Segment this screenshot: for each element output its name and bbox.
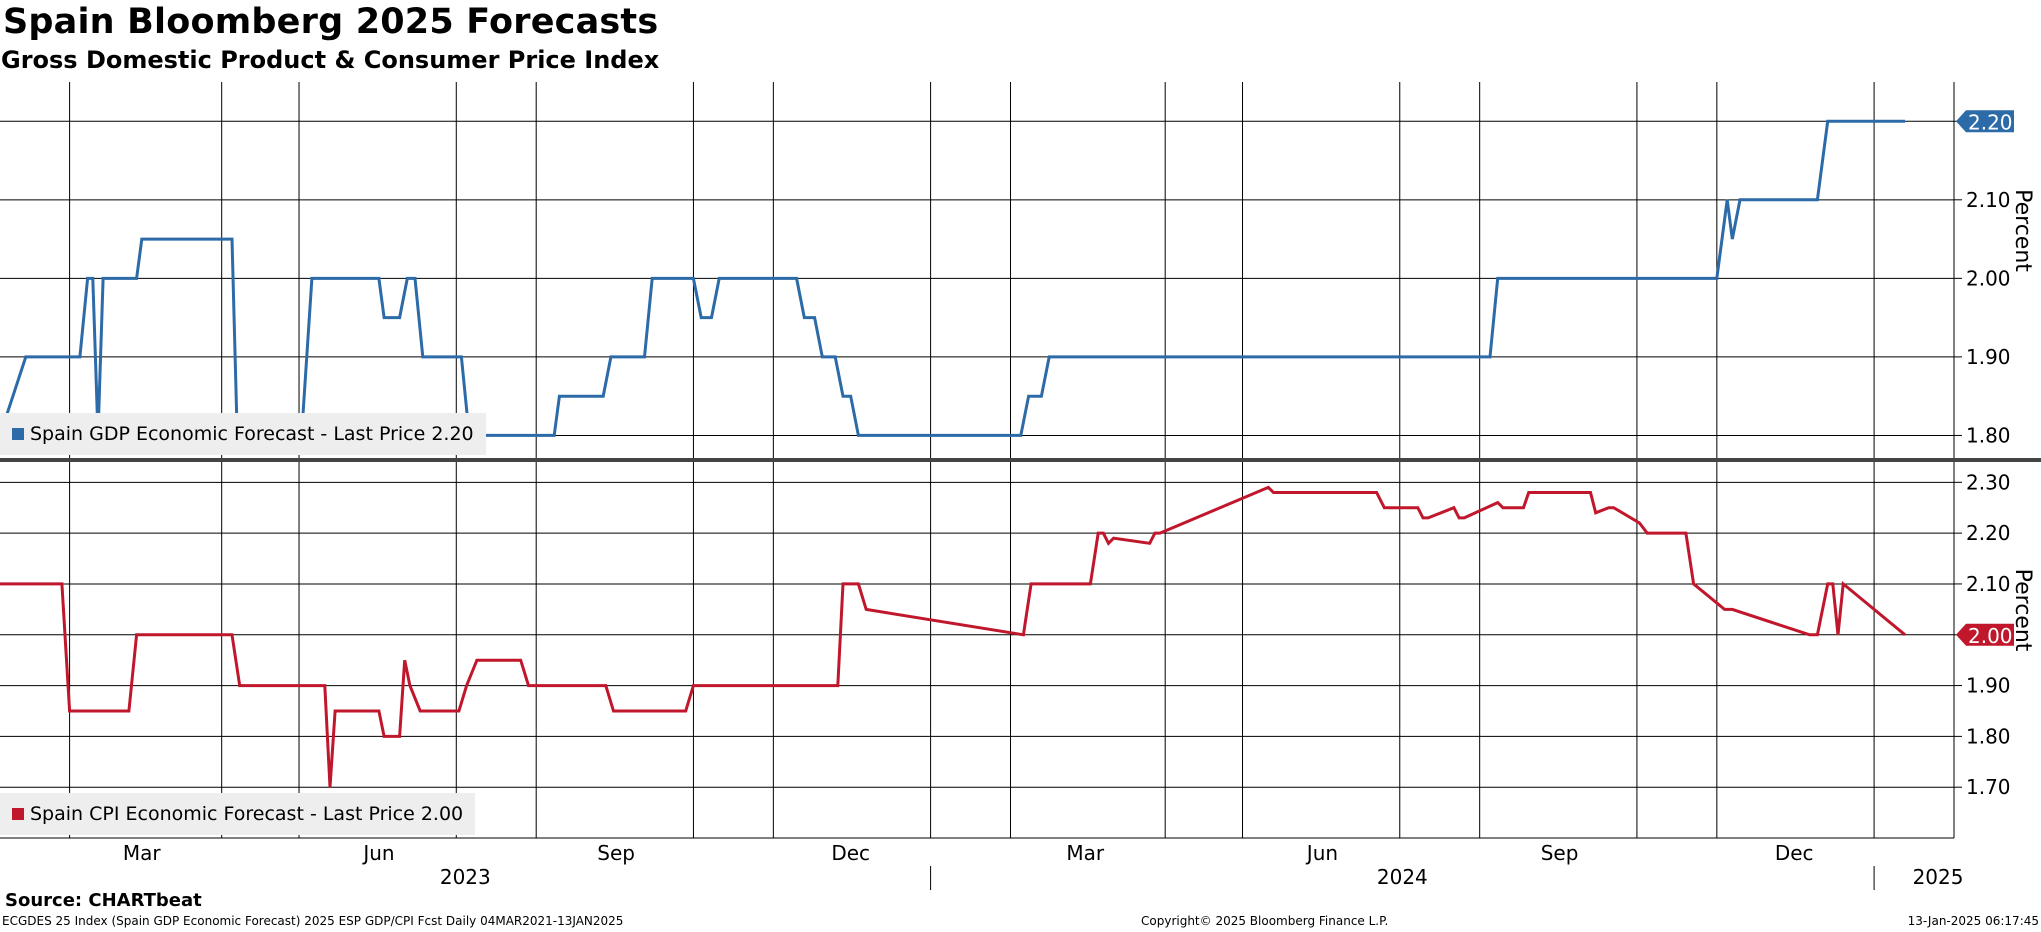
panel-separator xyxy=(0,458,2041,462)
x-year-label: 2023 xyxy=(440,865,491,889)
source-note: Source: CHARTbeat xyxy=(5,890,202,911)
cpi-series-line xyxy=(0,485,1906,788)
footer-copyright: Copyright© 2025 Bloomberg Finance L.P. xyxy=(1141,914,1389,928)
cpi-ylabel: Percent xyxy=(2010,569,2035,652)
gdp-ytick-label: 1.90 xyxy=(1966,345,2011,369)
gdp-ylabel: Percent xyxy=(2010,189,2035,272)
x-tick-label: Sep xyxy=(1541,841,1579,865)
x-tick-label: Dec xyxy=(831,841,870,865)
gdp-ytick-label: 1.80 xyxy=(1966,423,2011,447)
x-tick-label: Mar xyxy=(1066,841,1105,865)
x-tick-label: Dec xyxy=(1775,841,1814,865)
cpi-ytick-label: 2.10 xyxy=(1966,572,2011,596)
cpi-ytick-label: 2.20 xyxy=(1966,521,2011,545)
cpi-ytick-label: 1.80 xyxy=(1966,724,2011,748)
gdp-legend-swatch xyxy=(12,428,24,440)
cpi-legend: Spain CPI Economic Forecast - Last Price… xyxy=(0,793,476,835)
x-year-label: 2024 xyxy=(1377,865,1428,889)
cpi-legend-swatch xyxy=(12,808,24,820)
gdp-last-price-badge xyxy=(1956,110,2014,133)
gdp-legend-text: Spain GDP Economic Forecast - Last Price… xyxy=(30,423,474,445)
x-tick-label: Sep xyxy=(597,841,635,865)
cpi-last-price-label: 2.00 xyxy=(1968,624,2013,648)
x-tick-label: Mar xyxy=(123,841,162,865)
chart-title: Spain Bloomberg 2025 Forecasts xyxy=(3,2,659,42)
cpi-legend-text: Spain CPI Economic Forecast - Last Price… xyxy=(30,803,464,825)
chart-subtitle: Gross Domestic Product & Consumer Price … xyxy=(1,46,660,74)
gdp-ytick-label: 2.10 xyxy=(1966,188,2011,212)
gdp-last-price-label: 2.20 xyxy=(1968,110,2013,134)
footer-description: ECGDES 25 Index (Spain GDP Economic Fore… xyxy=(2,914,624,928)
cpi-ytick-label: 1.90 xyxy=(1966,674,2011,698)
x-tick-label: Jun xyxy=(1305,841,1338,865)
gdp-legend: Spain GDP Economic Forecast - Last Price… xyxy=(0,413,486,455)
cpi-last-price-badge xyxy=(1956,623,2014,646)
footer-timestamp: 13-Jan-2025 06:17:45 xyxy=(1907,914,2039,928)
gdp-ytick-label: 2.00 xyxy=(1966,266,2011,290)
cpi-ytick-label: 2.30 xyxy=(1966,470,2011,494)
cpi-ytick-label: 1.70 xyxy=(1966,775,2011,799)
x-year-label: 2025 xyxy=(1913,865,1964,889)
gdp-series-line xyxy=(0,119,1905,437)
x-tick-label: Jun xyxy=(361,841,394,865)
